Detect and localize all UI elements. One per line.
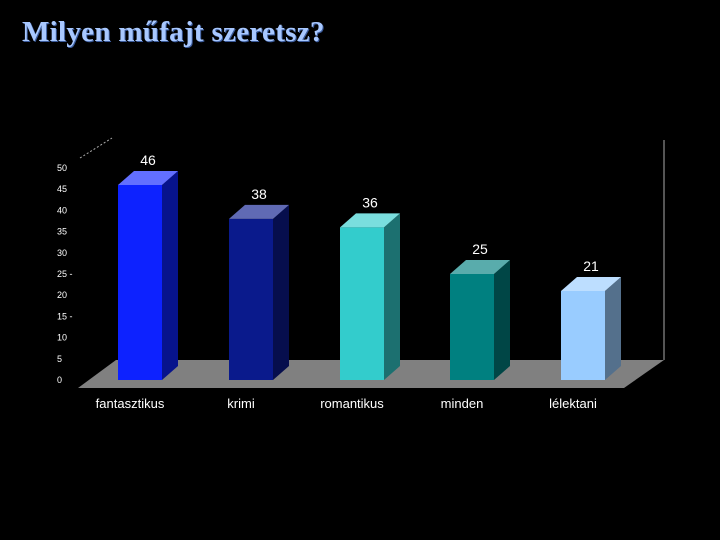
page-title: Milyen műfajt szeretsz? (22, 16, 325, 48)
bar-side (273, 204, 289, 380)
bar-top (450, 260, 510, 274)
category-label: romantikus (320, 396, 384, 411)
bar (229, 218, 273, 380)
y-tick-label: 35 (57, 227, 67, 237)
y-tick-label: 10 (57, 333, 67, 343)
bar-side (494, 260, 510, 380)
bar (561, 290, 605, 380)
bar-top (118, 170, 178, 185)
category-label: lélektani (549, 396, 597, 411)
wall-top-edge (79, 137, 113, 159)
bar-top (229, 204, 289, 219)
y-tick-label: 50 (57, 163, 67, 173)
y-tick-label: 15 - (57, 311, 73, 321)
y-tick-label: 30 (57, 248, 67, 258)
bar-top (340, 213, 400, 228)
y-tick-label: 20 (57, 290, 67, 300)
data-label: 21 (583, 258, 599, 274)
bar-top (561, 276, 621, 291)
y-tick-label: 5 (57, 354, 62, 364)
category-label: krimi (227, 396, 255, 411)
y-tick-label: 45 (57, 184, 67, 194)
category-label: fantasztikus (96, 396, 165, 411)
bar-side (162, 170, 178, 380)
y-tick-label: 25 - (57, 269, 73, 279)
bar-side (384, 213, 400, 380)
category-label: minden (441, 396, 484, 411)
y-tick-label: 40 (57, 205, 67, 215)
data-label: 36 (362, 194, 378, 210)
bar (340, 227, 384, 380)
data-label: 25 (472, 241, 488, 257)
bar-side (605, 276, 621, 380)
data-label: 38 (251, 186, 267, 202)
data-label: 46 (140, 152, 156, 168)
bar (450, 274, 494, 380)
y-tick-label: 0 (57, 375, 62, 385)
bar (118, 184, 162, 380)
